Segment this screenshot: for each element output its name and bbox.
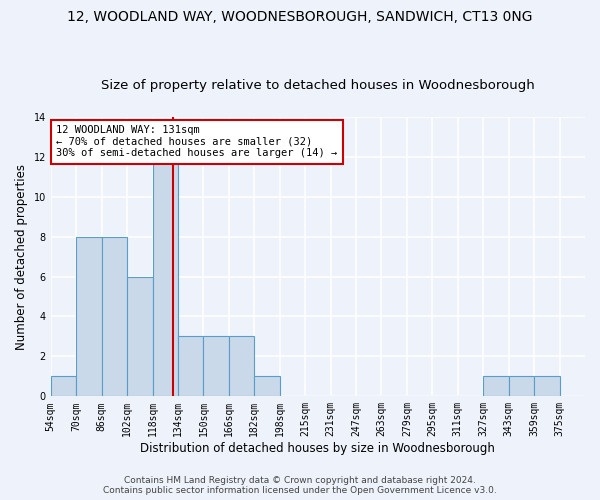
Bar: [534, 376, 560, 396]
Bar: [509, 376, 534, 396]
Bar: [254, 376, 280, 396]
Bar: [229, 336, 254, 396]
Title: Size of property relative to detached houses in Woodnesborough: Size of property relative to detached ho…: [101, 79, 535, 92]
Bar: [483, 376, 509, 396]
Text: 12 WOODLAND WAY: 131sqm
← 70% of detached houses are smaller (32)
30% of semi-de: 12 WOODLAND WAY: 131sqm ← 70% of detache…: [56, 125, 337, 158]
Text: Contains HM Land Registry data © Crown copyright and database right 2024.
Contai: Contains HM Land Registry data © Crown c…: [103, 476, 497, 495]
Bar: [152, 156, 178, 396]
X-axis label: Distribution of detached houses by size in Woodnesborough: Distribution of detached houses by size …: [140, 442, 496, 455]
Bar: [101, 236, 127, 396]
Bar: [127, 276, 152, 396]
Bar: [178, 336, 203, 396]
Bar: [203, 336, 229, 396]
Bar: [51, 376, 76, 396]
Text: 12, WOODLAND WAY, WOODNESBOROUGH, SANDWICH, CT13 0NG: 12, WOODLAND WAY, WOODNESBOROUGH, SANDWI…: [67, 10, 533, 24]
Y-axis label: Number of detached properties: Number of detached properties: [15, 164, 28, 350]
Bar: [76, 236, 101, 396]
